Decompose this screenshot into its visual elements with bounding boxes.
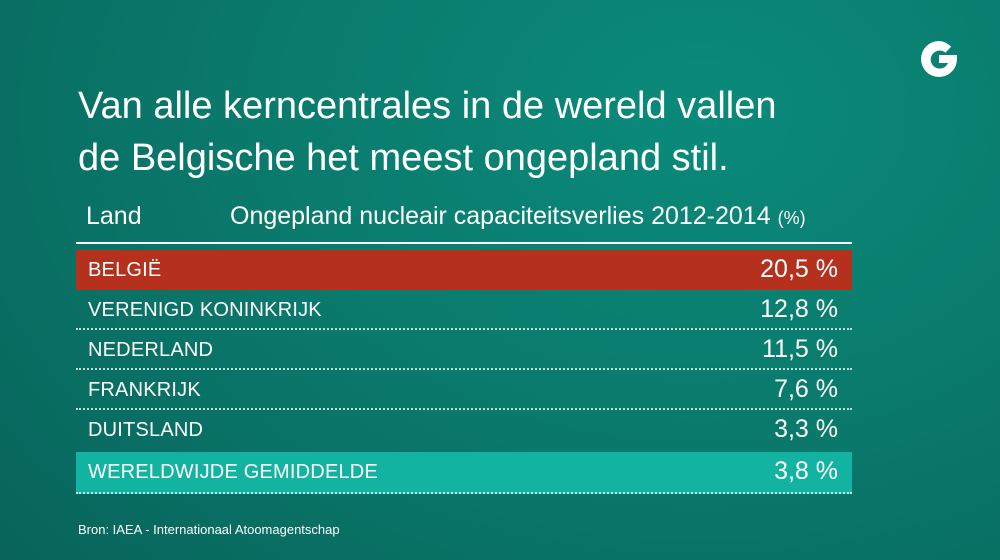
row-country-label: Wereldwijde gemiddelde <box>88 461 378 483</box>
column-header-metric-label: Ongepland nucleair capaciteitsverlies 20… <box>230 202 771 230</box>
row-country-label: Verenigd Koninkrijk <box>88 299 322 321</box>
table-row-world-average: Wereldwijde gemiddelde 3,8 % <box>76 452 852 494</box>
row-country-label: Frankrijk <box>88 379 201 401</box>
data-table: België 20,5 % Verenigd Koninkrijk 12,8 %… <box>76 250 852 494</box>
source-note: Bron: IAEA - Internationaal Atoomagentsc… <box>78 522 340 537</box>
column-header-country: Land <box>86 202 142 230</box>
table-header: Land Ongepland nucleair capaciteitsverli… <box>76 200 852 238</box>
chart-title: Van alle kerncentrales in de wereld vall… <box>78 80 898 184</box>
header-divider <box>76 242 852 244</box>
logo-g-icon <box>921 41 957 77</box>
row-value-label: 3,8 % <box>774 457 838 485</box>
column-header-unit: (%) <box>777 208 806 228</box>
chart-title-line-2: de Belgische het meest ongepland stil. <box>78 137 729 179</box>
row-value-label: 20,5 % <box>760 255 838 283</box>
table-row-belgium: België 20,5 % <box>76 250 852 290</box>
row-value-label: 7,6 % <box>774 375 838 403</box>
row-value-label: 11,5 % <box>762 335 838 363</box>
column-header-metric: Ongepland nucleair capaciteitsverlies 20… <box>230 202 806 231</box>
row-value-label: 3,3 % <box>774 415 838 443</box>
table-row-france: Frankrijk 7,6 % <box>76 370 852 410</box>
logo-g-shape <box>921 41 957 77</box>
table-row-united-kingdom: Verenigd Koninkrijk 12,8 % <box>76 290 852 330</box>
row-value-label: 12,8 % <box>760 295 838 323</box>
row-country-label: Duitsland <box>88 419 204 441</box>
row-country-label: België <box>88 259 162 281</box>
table-row-netherlands: Nederland 11,5 % <box>76 330 852 370</box>
table-row-germany: Duitsland 3,3 % <box>76 410 852 450</box>
row-country-label: Nederland <box>88 339 214 361</box>
chart-title-line-1: Van alle kerncentrales in de wereld vall… <box>78 85 777 127</box>
